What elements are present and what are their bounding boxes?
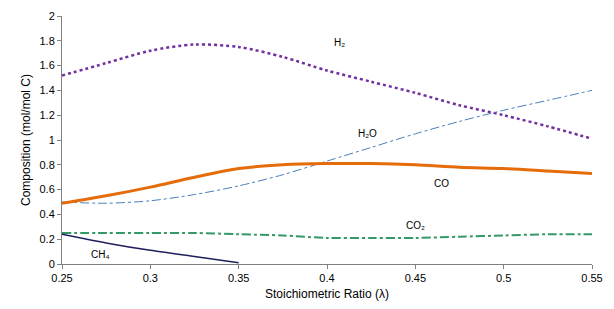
svg-text:1.4: 1.4 bbox=[40, 84, 55, 96]
svg-text:1.8: 1.8 bbox=[40, 35, 55, 47]
svg-text:1: 1 bbox=[49, 134, 55, 146]
svg-text:0.55: 0.55 bbox=[581, 272, 602, 284]
svg-text:CO: CO bbox=[434, 178, 449, 189]
svg-text:CO₂: CO₂ bbox=[406, 220, 425, 231]
svg-text:2: 2 bbox=[49, 10, 55, 22]
svg-text:0.2: 0.2 bbox=[40, 233, 55, 245]
svg-text:H₂: H₂ bbox=[334, 37, 345, 48]
svg-text:0.8: 0.8 bbox=[40, 159, 55, 171]
svg-text:0.4: 0.4 bbox=[40, 208, 55, 220]
svg-text:0.3: 0.3 bbox=[143, 272, 158, 284]
svg-text:Stoichiometric Ratio (λ): Stoichiometric Ratio (λ) bbox=[265, 287, 389, 301]
svg-text:Composition (mol/mol C): Composition (mol/mol C) bbox=[19, 74, 33, 206]
svg-text:0.6: 0.6 bbox=[40, 183, 55, 195]
svg-text:CH₄: CH₄ bbox=[91, 249, 110, 260]
svg-text:0.4: 0.4 bbox=[319, 272, 334, 284]
svg-text:H₂O: H₂O bbox=[358, 128, 377, 139]
svg-text:0.45: 0.45 bbox=[405, 272, 426, 284]
svg-text:1.2: 1.2 bbox=[40, 109, 55, 121]
svg-text:0: 0 bbox=[49, 258, 55, 270]
svg-text:1.6: 1.6 bbox=[40, 59, 55, 71]
svg-text:0.25: 0.25 bbox=[51, 272, 72, 284]
svg-text:0.35: 0.35 bbox=[228, 272, 249, 284]
svg-text:0.5: 0.5 bbox=[496, 272, 511, 284]
